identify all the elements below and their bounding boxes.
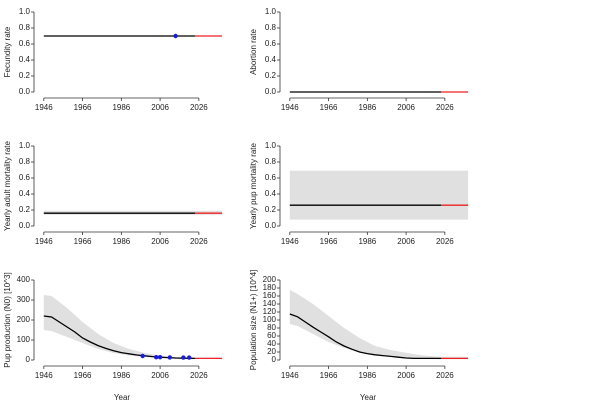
- x-tick-label: 2006: [397, 103, 415, 112]
- y-tick-label: 0.0: [265, 221, 277, 230]
- x-tick-label: 1946: [35, 103, 53, 112]
- y-tick-label: 140: [263, 299, 277, 308]
- x-tick-label: 1966: [74, 371, 92, 380]
- x-tick-label: 1946: [35, 237, 53, 246]
- x-tick-label: 1946: [281, 237, 299, 246]
- y-tick-label: 200: [17, 315, 31, 324]
- x-tick-label: 1966: [320, 103, 338, 112]
- y-tick-label: 160: [263, 291, 277, 300]
- y-tick-label: 120: [263, 307, 277, 316]
- panel: 0.0 0.2 0.4 0.6 0.8 1.0 1946 1966 1986 2006 2026 Ye…: [3, 140, 223, 246]
- confidence-band: [289, 170, 469, 220]
- panel: 0.0 0.2 0.4 0.6 0.8 1.0 1946 1966 1986 2006 2026 Ye…: [249, 141, 469, 246]
- y-tick-label: 0.0: [19, 87, 31, 96]
- x-tick-label: 1966: [74, 237, 92, 246]
- y-tick-label: 0.8: [265, 157, 277, 166]
- y-tick-label: 0.6: [265, 39, 277, 48]
- y-axis-label: Abortion rate: [249, 29, 258, 75]
- observation-point: [157, 355, 163, 360]
- y-tick-label: 0.6: [19, 173, 31, 182]
- x-tick-label: 2006: [151, 237, 169, 246]
- observation-point: [167, 355, 172, 360]
- panel: 0.0 0.2 0.4 0.6 0.8 1.0 1946 1966 1986 2006 2026 Fe…: [3, 7, 223, 112]
- observation-point: [173, 33, 178, 39]
- y-tick-label: 1.0: [19, 141, 31, 150]
- y-tick-label: 0.4: [265, 189, 277, 198]
- x-tick-label: 1946: [281, 371, 299, 380]
- observation-point: [186, 355, 192, 360]
- y-axis-label: Yearly pup mortality rate: [249, 142, 258, 229]
- x-tick-label: 2026: [190, 371, 208, 380]
- y-tick-label: 1.0: [265, 7, 277, 16]
- x-axis-label: Year: [360, 393, 377, 401]
- x-tick-label: 2006: [151, 371, 169, 380]
- y-tick-label: 60: [267, 331, 276, 340]
- y-tick-label: 40: [267, 339, 276, 348]
- y-axis-label: Fecundity rate: [3, 26, 12, 77]
- x-tick-label: 2026: [436, 371, 454, 380]
- y-tick-label: 100: [263, 315, 277, 324]
- y-tick-label: 0.2: [19, 205, 31, 214]
- panel: 0 100 200 300 400 1946 1966 1986 2006 2026 Pup pro…: [3, 272, 223, 401]
- y-tick-label: 200: [263, 275, 277, 284]
- y-tick-label: 0.4: [19, 55, 31, 64]
- y-tick-label: 20: [267, 347, 276, 356]
- y-tick-label: 0.6: [19, 39, 31, 48]
- observation-point: [181, 355, 186, 360]
- y-tick-label: 100: [17, 335, 31, 344]
- x-tick-label: 2006: [151, 103, 169, 112]
- panel: 0.0 0.2 0.4 0.6 0.8 1.0 1946 1966 1986 2006 2026 Ab…: [249, 7, 469, 112]
- y-tick-label: 0.6: [265, 173, 277, 182]
- y-tick-label: 0.8: [19, 23, 31, 32]
- x-tick-label: 1966: [74, 103, 92, 112]
- y-tick-label: 0.2: [265, 205, 277, 214]
- y-tick-label: 0: [26, 355, 31, 364]
- y-tick-label: 0.2: [265, 71, 277, 80]
- x-tick-label: 2026: [190, 103, 208, 112]
- y-tick-label: 0.4: [265, 55, 277, 64]
- y-axis-label: Population size (N1+) [10^4]: [249, 270, 258, 370]
- x-axis-label: Year: [114, 393, 131, 401]
- y-tick-label: 0.2: [19, 71, 31, 80]
- y-tick-label: 1.0: [265, 141, 277, 150]
- y-axis-label: Yearly adult mortality rate: [3, 140, 12, 231]
- x-tick-label: 1986: [358, 371, 376, 380]
- observation-point: [140, 353, 145, 359]
- x-tick-label: 2026: [436, 237, 454, 246]
- observation-point: [154, 355, 159, 360]
- y-tick-label: 80: [267, 323, 276, 332]
- x-tick-label: 1946: [281, 103, 299, 112]
- x-tick-label: 1946: [35, 371, 53, 380]
- y-tick-label: 0.4: [19, 189, 31, 198]
- line: [43, 315, 196, 360]
- x-tick-label: 1986: [112, 103, 130, 112]
- x-tick-label: 2006: [397, 371, 415, 380]
- x-tick-label: 1986: [358, 103, 376, 112]
- x-tick-label: 2006: [397, 237, 415, 246]
- x-tick-label: 1986: [112, 237, 130, 246]
- y-tick-label: 0.0: [19, 221, 31, 230]
- y-tick-label: 300: [17, 295, 31, 304]
- y-tick-label: 1.0: [19, 7, 31, 16]
- y-tick-label: 0.0: [265, 87, 277, 96]
- x-tick-label: 2026: [190, 237, 208, 246]
- y-tick-label: 180: [263, 283, 277, 292]
- y-tick-label: 0.8: [19, 157, 31, 166]
- x-tick-label: 1966: [320, 371, 338, 380]
- x-tick-label: 1986: [112, 371, 130, 380]
- y-tick-label: 0.8: [265, 23, 277, 32]
- confidence-band: [289, 290, 469, 360]
- x-tick-label: 2026: [436, 103, 454, 112]
- y-axis-label: Pup production (N0) [10^3]: [3, 272, 12, 367]
- y-tick-label: 400: [17, 275, 31, 284]
- line: [289, 313, 441, 360]
- y-tick-label: 0: [272, 355, 277, 364]
- confidence-band: [43, 295, 223, 359]
- x-tick-label: 1986: [358, 237, 376, 246]
- x-tick-label: 1966: [320, 237, 338, 246]
